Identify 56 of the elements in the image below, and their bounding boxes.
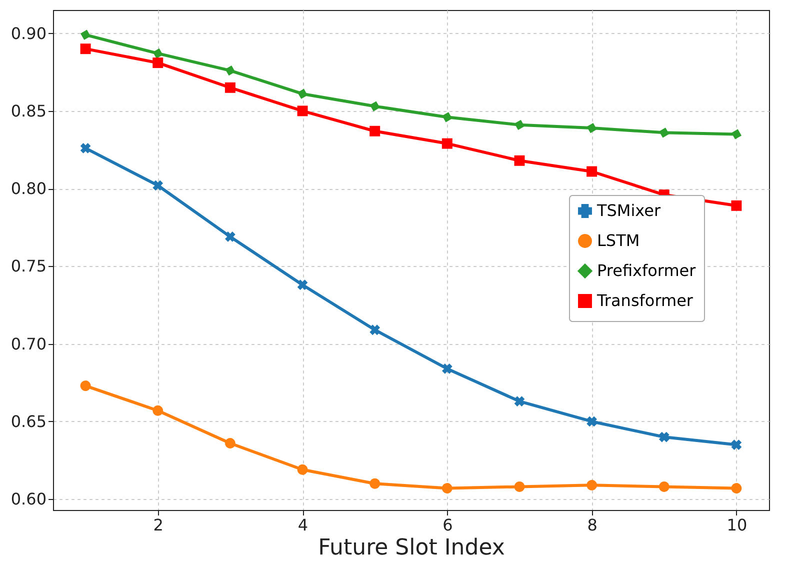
point xyxy=(152,48,163,59)
legend-label: Transformer xyxy=(596,291,694,310)
point xyxy=(658,481,670,492)
point xyxy=(80,30,91,40)
x-axis-title: Future Slot Index xyxy=(318,536,505,560)
point xyxy=(80,380,91,392)
point xyxy=(731,440,742,450)
point xyxy=(586,122,597,134)
point xyxy=(297,280,308,290)
point xyxy=(442,483,452,494)
legend-label: LSTM xyxy=(597,231,640,250)
point xyxy=(586,166,598,177)
x-tick-label: 6 xyxy=(442,516,453,534)
point xyxy=(297,88,308,99)
point xyxy=(370,101,380,112)
point xyxy=(731,483,742,494)
point xyxy=(297,464,308,475)
y-tick-label: 0.70 xyxy=(10,334,46,354)
point xyxy=(442,364,452,374)
point xyxy=(225,65,236,76)
x-tick-label: 10 xyxy=(726,516,748,534)
y-tick-label: 0.60 xyxy=(10,490,46,509)
y-tick-label: 0.85 xyxy=(10,101,46,120)
point xyxy=(224,82,236,93)
x-tick-label: 8 xyxy=(587,516,598,534)
x-tick-label: 2 xyxy=(153,516,164,534)
point xyxy=(586,480,598,490)
point xyxy=(442,112,452,122)
point xyxy=(514,155,525,166)
y-tick-label: 0.75 xyxy=(10,256,46,276)
y-tick-label: 0.80 xyxy=(10,179,46,198)
point xyxy=(731,129,742,140)
x-tick-label: 4 xyxy=(298,516,308,534)
point xyxy=(80,143,91,154)
legend-label: TSMixer xyxy=(596,201,661,220)
point xyxy=(152,58,164,68)
point xyxy=(152,180,164,191)
point xyxy=(586,416,597,427)
legend-label: Prefixformer xyxy=(597,261,696,280)
point xyxy=(514,481,525,492)
point xyxy=(152,405,164,416)
point xyxy=(370,478,380,489)
point xyxy=(225,232,236,242)
y-tick-label: 0.90 xyxy=(10,24,46,43)
point xyxy=(370,126,380,136)
point xyxy=(297,106,308,116)
point xyxy=(442,138,452,149)
point xyxy=(80,44,91,54)
point xyxy=(224,438,236,448)
point xyxy=(659,128,670,138)
y-tick-label: 0.65 xyxy=(10,412,46,431)
point xyxy=(731,200,742,211)
point xyxy=(514,120,525,130)
point xyxy=(370,324,380,336)
point xyxy=(514,396,525,406)
point xyxy=(658,432,670,442)
